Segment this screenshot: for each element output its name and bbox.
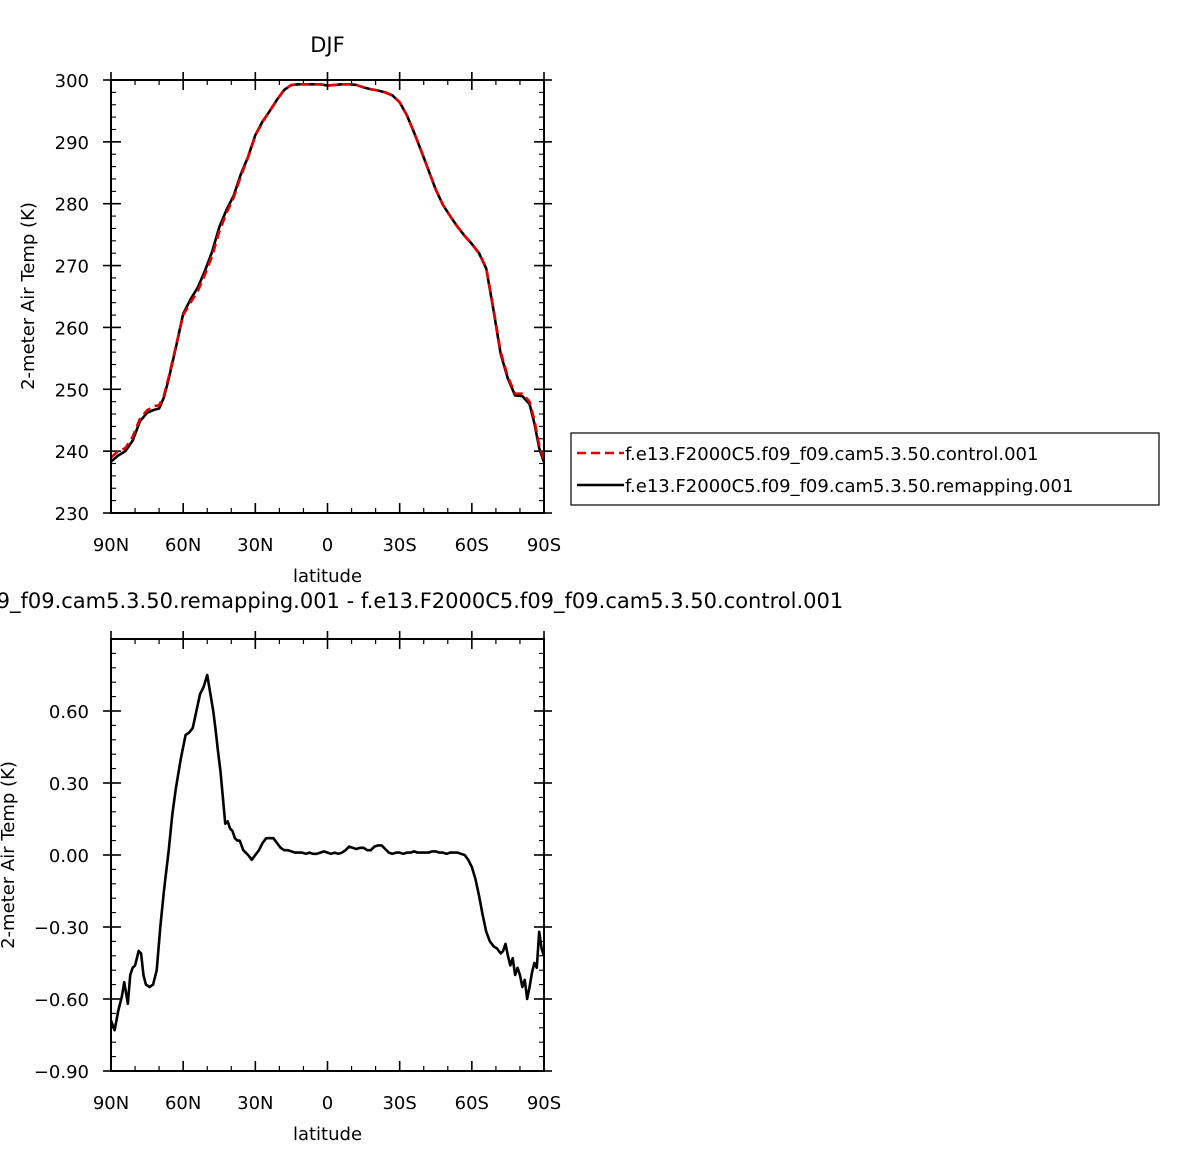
bottom-ytick-label: −0.30: [34, 918, 89, 939]
bottom-chart-title: f.e13.F2000C5.f09_f09.cam5.3.50.remappin…: [0, 589, 843, 614]
top-xtick-label: 30S: [382, 535, 416, 556]
bottom-chart-ticks: 90N 60N 30N 0 30S 60S 90S −0.90 −0.60 −0.30 0.00 0.…: [34, 631, 561, 1114]
top-chart-frame: [110, 79, 545, 514]
top-chart: DJF 2-meter Air Temp (K) latitude 90N 60N…: [18, 33, 1160, 587]
top-chart-title: DJF: [310, 33, 344, 57]
bottom-xtick-label: 90N: [93, 1093, 129, 1114]
bottom-xtick-label: 90S: [527, 1093, 561, 1114]
top-chart-xlabel: latitude: [293, 566, 362, 587]
top-chart-ylabel: 2-meter Air Temp (K): [18, 202, 39, 390]
bottom-ytick-label: 0.60: [49, 702, 89, 723]
bottom-xtick-label: 60S: [455, 1093, 489, 1114]
bottom-chart-frame: [110, 638, 545, 1072]
bottom-xtick-label: 30N: [237, 1093, 273, 1114]
bottom-xtick-label: 60N: [165, 1093, 201, 1114]
bottom-ytick-label: 0.30: [49, 774, 89, 795]
top-chart-lines: [110, 83, 546, 463]
bottom-chart-lines: [111, 673, 544, 1032]
top-xtick-label: 90N: [93, 535, 129, 556]
top-ytick-label: 270: [55, 257, 89, 278]
top-ytick-label: 280: [55, 195, 89, 216]
top-ytick-label: 250: [55, 380, 89, 401]
top-ytick-label: 230: [55, 504, 89, 525]
bottom-chart-ylabel: 2-meter Air Temp (K): [0, 761, 19, 949]
bottom-xtick-label: 0: [322, 1093, 333, 1114]
top-ytick-label: 240: [55, 442, 89, 463]
top-xtick-label: 0: [322, 535, 333, 556]
bottom-chart: f.e13.F2000C5.f09_f09.cam5.3.50.remappin…: [0, 589, 843, 1145]
bottom-ytick-label: −0.90: [34, 1062, 89, 1083]
bottom-xtick-label: 30S: [382, 1093, 416, 1114]
top-series-line-1: [110, 83, 546, 463]
top-ytick-label: 260: [55, 318, 89, 339]
legend-label-control: f.e13.F2000C5.f09_f09.cam5.3.50.control.…: [625, 444, 1038, 465]
legend-box: [570, 432, 1160, 506]
bottom-ylabel-mask-bg: [0, 640, 34, 1060]
top-xtick-label: 60S: [455, 535, 489, 556]
top-series-line-0: [110, 83, 546, 461]
top-ytick-label: 300: [55, 71, 89, 92]
top-xtick-label: 60N: [165, 535, 201, 556]
bottom-chart-xlabel: latitude: [293, 1124, 362, 1145]
top-xtick-label: 90S: [527, 535, 561, 556]
bottom-ytick-label: −0.60: [34, 990, 89, 1011]
top-chart-ticks: 90N 60N 30N 0 30S 60S 90S 230 240 250 260 270 280 290…: [55, 71, 562, 556]
legend: f.e13.F2000C5.f09_f09.cam5.3.50.control.…: [570, 432, 1160, 506]
bottom-ytick-label: 0.00: [49, 846, 89, 867]
top-xtick-label: 30N: [237, 535, 273, 556]
legend-label-remapping: f.e13.F2000C5.f09_f09.cam5.3.50.remappin…: [625, 476, 1073, 497]
top-ytick-label: 290: [55, 133, 89, 154]
bottom-series-line-0: [111, 673, 544, 1032]
